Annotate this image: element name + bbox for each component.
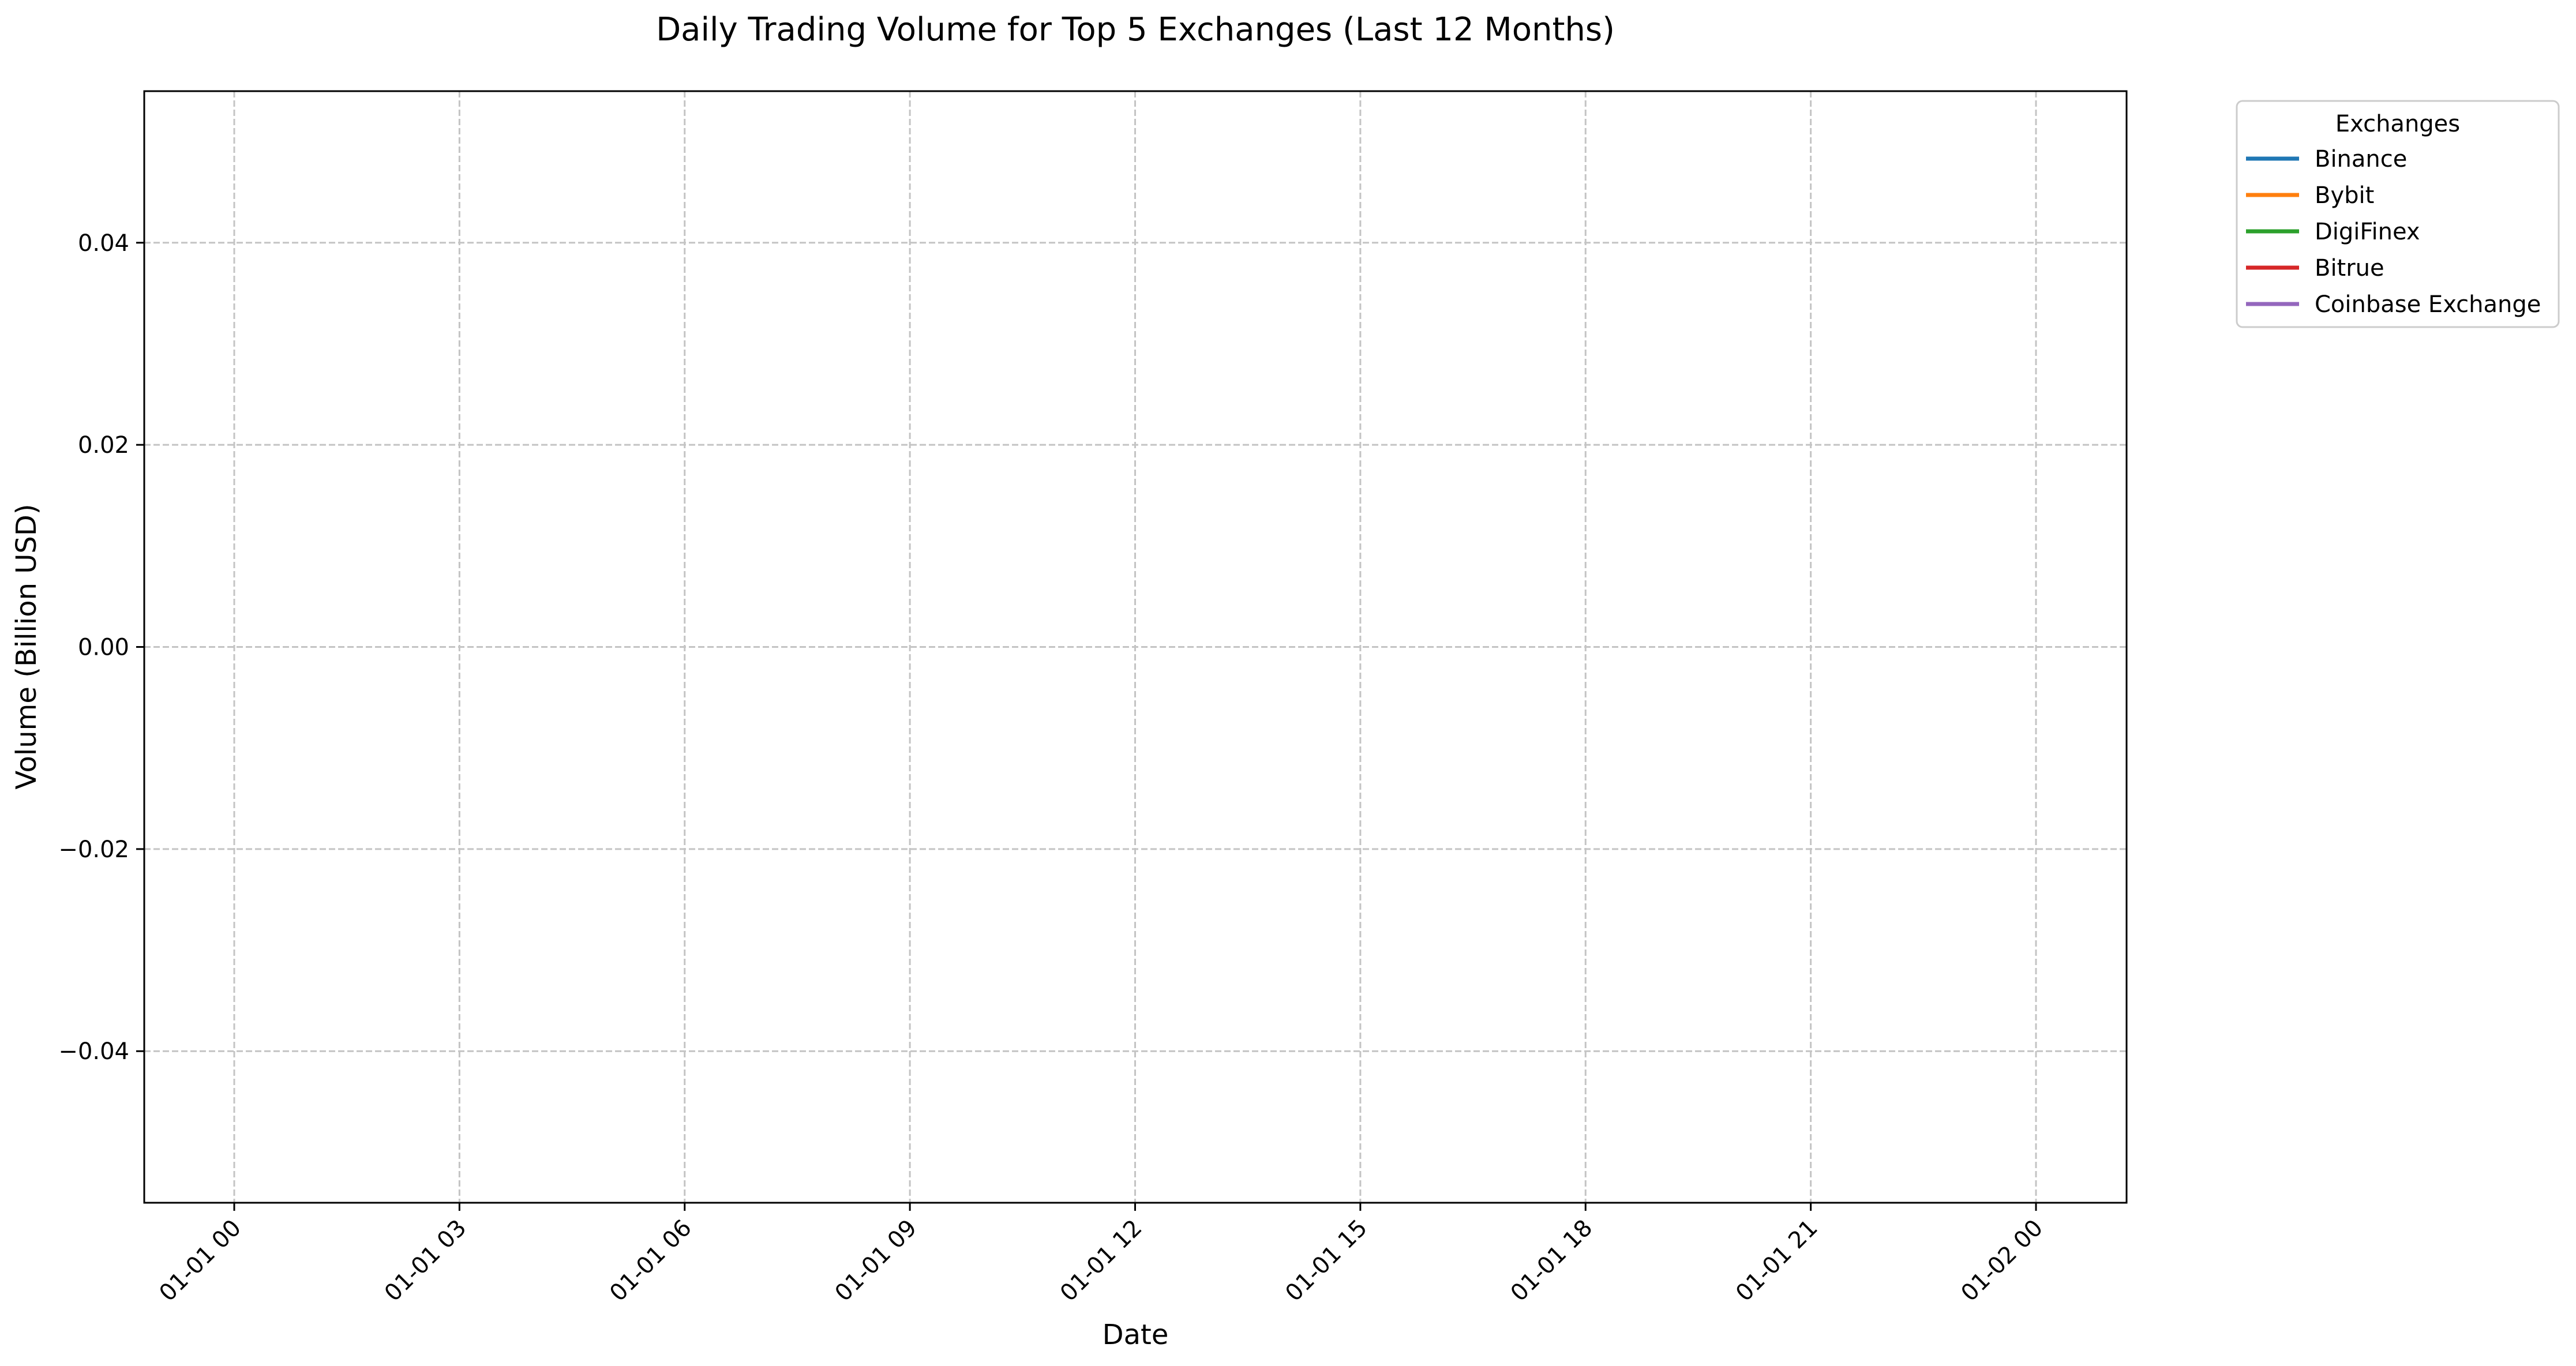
grid-lines: [144, 91, 2127, 1203]
y-tick-label: 0.04: [78, 230, 129, 257]
legend: Exchanges Binance Bybit DigiFinex Bitrue Coi…: [2236, 100, 2560, 328]
legend-label: Coinbase Exchange: [2315, 291, 2541, 318]
y-axis: 0.04 0.02 0.00 −0.02 −0.04: [58, 230, 144, 1065]
legend-label: Bitrue: [2315, 255, 2384, 282]
y-tick-label: 0.00: [78, 635, 129, 661]
legend-label: Binance: [2315, 146, 2407, 172]
legend-label: Bybit: [2315, 182, 2374, 209]
y-tick-label: −0.04: [58, 1038, 129, 1065]
legend-box: [2236, 100, 2560, 328]
chart-title: Daily Trading Volume for Top 5 Exchanges…: [656, 11, 1615, 48]
legend-label: DigiFinex: [2315, 219, 2420, 245]
y-axis-label: Volume (Billion USD): [10, 504, 43, 789]
legend-entries: Binance Bybit DigiFinex Bitrue Coinbase Exch…: [2246, 146, 2541, 318]
y-tick-label: −0.02: [58, 836, 129, 863]
legend-title: Exchanges: [2335, 111, 2460, 137]
x-axis-label: Date: [1103, 1319, 1169, 1351]
y-tick-label: 0.02: [78, 432, 129, 459]
